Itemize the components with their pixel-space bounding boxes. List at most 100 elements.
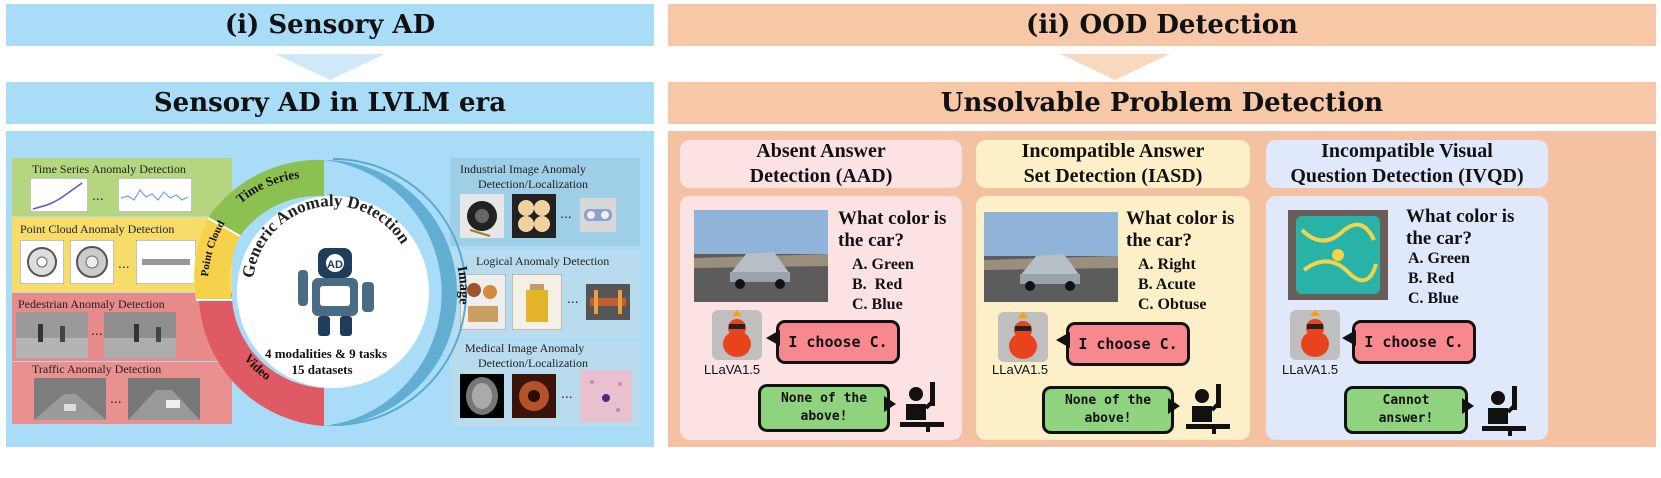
traffic-image-2 <box>128 378 200 420</box>
time-series-ellipsis: ... <box>92 187 104 203</box>
aad-title-line2: Detection (AAD) <box>749 165 893 187</box>
aad-title-card: Absent Answer Detection (AAD) <box>680 140 962 188</box>
iasd-model-name: LLaVA1.5 <box>992 362 1049 377</box>
aad-llava-avatar-icon <box>712 310 762 360</box>
left-subheader-text: Sensory AD in LVLM era <box>153 88 507 118</box>
task-traffic: Traffic Anomaly Detection <box>32 362 162 376</box>
iasd-option-c: C. Obtuse <box>1138 296 1207 313</box>
right-down-arrow <box>1060 54 1170 80</box>
industrial-ellipsis: ... <box>560 205 572 221</box>
industrial-image-3 <box>580 198 616 232</box>
task-time-series: Time Series Anomaly Detection <box>32 162 186 176</box>
iasd-title-card: Incompatible Answer Set Detection (IASD) <box>976 140 1250 188</box>
task-industrial-line2: Detection/Localization <box>478 177 588 191</box>
medical-ellipsis: ... <box>561 385 573 401</box>
aad-human-answer-bubble: None of the above! <box>758 384 890 432</box>
iasd-human-answer-line1: None of the <box>1064 393 1152 408</box>
point-cloud-image-1 <box>20 240 64 284</box>
ivqd-question-line1: What color is <box>1406 206 1515 227</box>
aad-red-bubble-tail <box>766 330 780 346</box>
aad-model-name: LLaVA1.5 <box>704 362 761 377</box>
iasd-human-answer-line2: above! <box>1084 411 1132 426</box>
ivqd-green-bubble-tail <box>1462 398 1474 414</box>
robot-logo-text: AD <box>327 259 343 271</box>
ivqd-human-answer-bubble: Cannot answer! <box>1344 386 1468 434</box>
aad-model-answer: I choose C. <box>788 333 888 351</box>
aad-human-raising-hand-icon <box>900 382 944 432</box>
industrial-image-1 <box>460 194 504 238</box>
aad-human-answer-line2: above! <box>800 409 848 424</box>
iasd-llava-avatar-icon <box>998 312 1048 362</box>
medical-image-3 <box>580 370 632 422</box>
aad-model-answer-bubble: I choose C. <box>776 320 900 364</box>
seg-image-label: Image <box>454 265 468 305</box>
logical-image-2 <box>512 274 562 330</box>
ivqd-option-c: C. Blue <box>1408 290 1459 307</box>
iasd-title-line1: Incompatible Answer <box>1021 140 1205 162</box>
aad-option-a: A. Green <box>852 256 914 273</box>
right-subheader-text: Unsolvable Problem Detection <box>940 88 1384 118</box>
iasd-question-line1: What color is <box>1126 208 1235 229</box>
pedestrian-ellipsis: ... <box>91 322 103 338</box>
ivqd-human-answer-line2: answer! <box>1378 411 1434 426</box>
aad-option-b: B. Red <box>852 276 903 293</box>
right-subheader: Unsolvable Problem Detection <box>668 82 1656 124</box>
task-pedestrian: Pedestrian Anomaly Detection <box>18 297 165 311</box>
ivqd-llava-avatar-icon <box>1290 310 1340 360</box>
stats-line-2: 15 datasets <box>291 362 352 377</box>
iasd-red-bubble-tail <box>1056 332 1070 348</box>
task-industrial-line1: Industrial Image Anomaly <box>460 162 586 176</box>
task-point-cloud: Point Cloud Anomaly Detection <box>20 222 175 236</box>
medical-image-1 <box>460 374 504 418</box>
iasd-human-answer-bubble: None of the above! <box>1042 386 1174 434</box>
iasd-car-image <box>984 212 1118 302</box>
left-subheader: Sensory AD in LVLM era <box>6 82 654 124</box>
robot-icon <box>298 248 374 336</box>
ivqd-title-line2: Question Detection (IVQD) <box>1290 165 1524 187</box>
point-cloud-ellipsis: ... <box>118 255 130 271</box>
task-logical: Logical Anomaly Detection <box>476 254 610 268</box>
left-down-arrow <box>275 54 385 80</box>
iasd-title-line2: Set Detection (IASD) <box>1023 165 1203 187</box>
point-cloud-image-3 <box>136 240 196 284</box>
aad-option-c: C. Blue <box>852 296 903 313</box>
aad-car-image <box>694 210 828 302</box>
aad-question-line1: What color is <box>838 208 947 229</box>
logical-ellipsis: ... <box>567 290 579 306</box>
aad-human-answer-line1: None of the <box>780 391 868 406</box>
aad-title-line1: Absent Answer <box>756 140 886 162</box>
logical-image-3 <box>586 284 630 320</box>
ivqd-red-bubble-tail <box>1342 330 1356 346</box>
ivqd-model-answer: I choose C. <box>1364 333 1464 351</box>
pedestrian-image-2 <box>104 312 176 358</box>
medical-image-2 <box>512 374 556 418</box>
right-header: (ii) OOD Detection <box>668 4 1656 46</box>
ivqd-question-line2: the car? <box>1406 228 1472 249</box>
iasd-model-answer: I choose C. <box>1078 335 1178 353</box>
ivqd-pillow-image <box>1288 210 1388 300</box>
stats-line-1: 4 modalities & 9 tasks <box>265 346 387 361</box>
iasd-human-raising-hand-icon <box>1186 384 1230 434</box>
time-series-plot-1 <box>30 178 88 212</box>
ivqd-human-answer-line1: Cannot <box>1382 393 1430 408</box>
ivqd-option-a: A. Green <box>1408 250 1470 267</box>
traffic-image-1 <box>34 378 106 420</box>
ivqd-title-card: Incompatible Visual Question Detection (I… <box>1266 140 1548 188</box>
left-header: (i) Sensory AD <box>6 4 654 46</box>
time-series-plot-2 <box>118 178 192 212</box>
task-medical-line1: Medical Image Anomaly <box>465 341 585 355</box>
iasd-green-bubble-tail <box>1168 398 1180 414</box>
task-medical-line2: Detection/Localization <box>478 356 588 370</box>
right-header-text: (ii) OOD Detection <box>1026 10 1298 40</box>
ivqd-human-raising-hand-icon <box>1482 386 1526 436</box>
ivqd-option-b: B. Red <box>1408 270 1455 287</box>
generic-anomaly-ring: Time Series Point Cloud Video Image Gene… <box>194 158 468 426</box>
ivqd-title-line1: Incompatible Visual <box>1321 140 1493 162</box>
iasd-question-line2: the car? <box>1126 230 1192 251</box>
pedestrian-image-1 <box>16 312 88 358</box>
iasd-option-b: B. Acute <box>1138 276 1196 293</box>
ivqd-model-name: LLaVA1.5 <box>1282 362 1339 377</box>
traffic-ellipsis: ... <box>110 390 122 406</box>
industrial-image-2 <box>512 194 556 238</box>
iasd-model-answer-bubble: I choose C. <box>1066 322 1190 366</box>
